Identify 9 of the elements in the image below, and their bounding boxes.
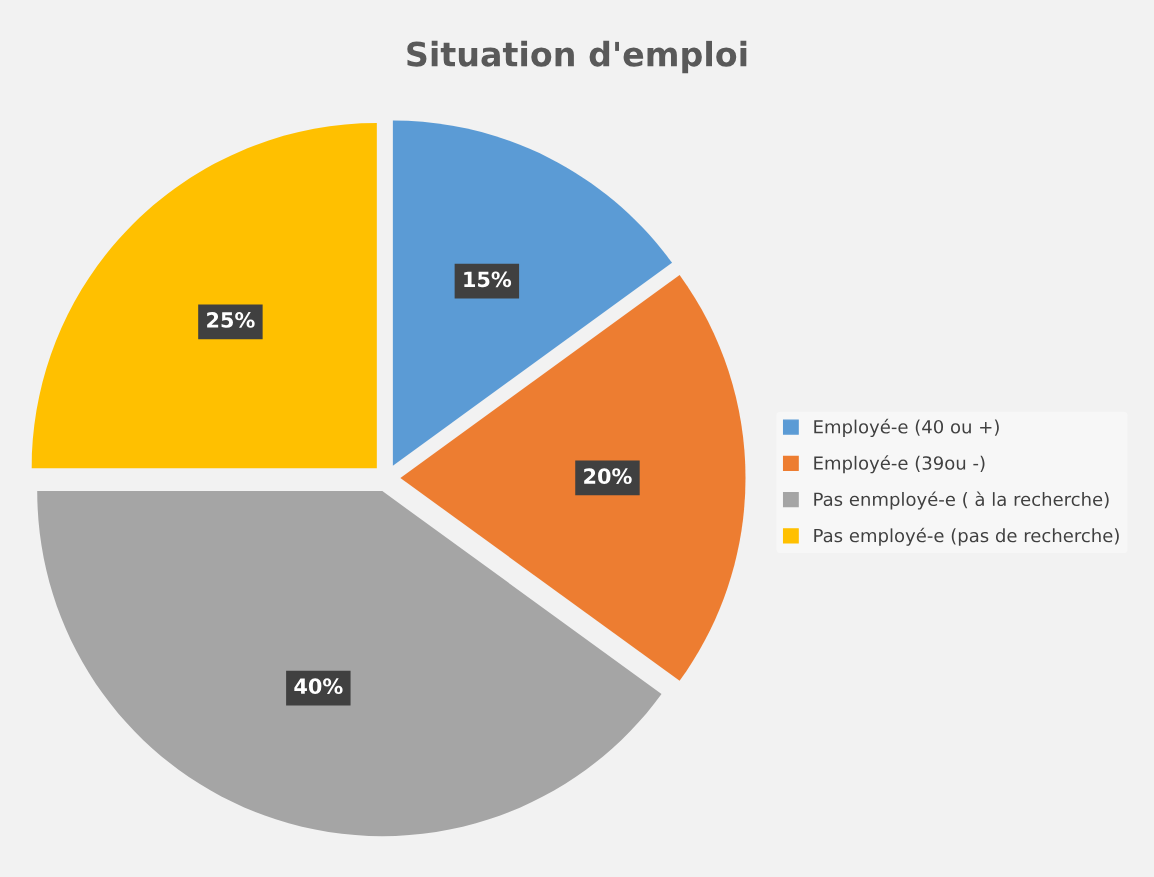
legend-label: Employé-e (39ou -) (814, 455, 985, 474)
data-label: 15% (464, 271, 512, 288)
data-label: 20% (584, 468, 632, 485)
data-label: 25% (207, 312, 255, 328)
legend-label: Employé-e (40 ou +) (814, 418, 999, 438)
chart-title: Situation d'emploi (407, 40, 747, 74)
legend-label: Pas enmployé-e ( à la recherche) (814, 491, 1109, 510)
legend-label: Pas employé-e (pas de recherche) (814, 527, 1119, 546)
data-label: 40% (294, 678, 343, 695)
